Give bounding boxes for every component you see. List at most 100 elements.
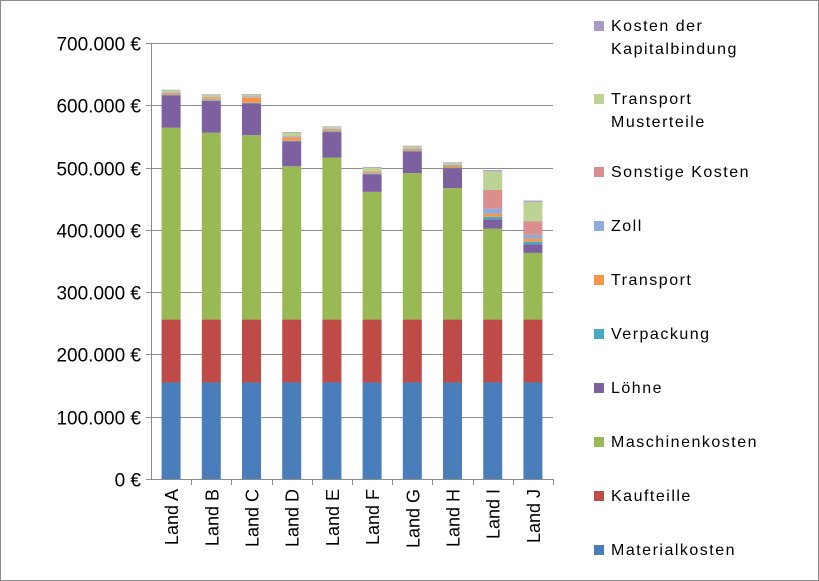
bar-segment [322, 126, 342, 128]
bar-segment [242, 97, 261, 103]
bar-segment [161, 127, 181, 320]
bar-segment [443, 162, 462, 165]
bar-segment [362, 382, 382, 479]
bar-segment [443, 168, 462, 189]
bar-segment [523, 252, 543, 320]
bar-segment [161, 94, 181, 96]
x-tick-label: Land J [524, 489, 544, 543]
legend-label: Transport [611, 91, 692, 108]
bar-segment [282, 137, 302, 138]
bar-segment [201, 382, 221, 479]
bar-segment [242, 94, 261, 95]
y-tick-label: 600.000 € [56, 97, 141, 118]
bar-segment [523, 234, 543, 239]
y-tick-label: 0 € [115, 471, 142, 492]
bar-segment [402, 149, 422, 151]
legend-swatch [594, 437, 604, 447]
bar-segment [402, 148, 422, 150]
bar-segment [483, 189, 503, 209]
bar-segment [402, 150, 422, 152]
bar-segment [402, 145, 422, 147]
bar-segment [242, 135, 261, 320]
x-tick-label: Land I [484, 489, 504, 539]
bar-segment [523, 200, 543, 202]
y-tick-label: 400.000 € [56, 222, 141, 243]
bar-segment [282, 141, 302, 167]
y-tick-label: 700.000 € [56, 35, 141, 56]
x-tick-label: Land E [323, 489, 343, 546]
bar-segment [523, 382, 543, 479]
bar-segment [282, 132, 302, 133]
legend-label: Sonstige Kosten [611, 164, 750, 181]
legend-label: Kaufteille [611, 488, 692, 505]
bar-segment [201, 132, 221, 320]
bar-segment [362, 172, 382, 174]
bar-segment [161, 95, 181, 128]
bar-segment [483, 228, 503, 320]
bar-segment [161, 89, 181, 91]
bar-segment [443, 162, 462, 163]
bar-segment [443, 166, 462, 168]
legend-label: Kosten der [611, 18, 703, 35]
bar-segment [362, 319, 382, 383]
bar-segment [282, 136, 302, 138]
bar-segment [282, 319, 302, 383]
x-tick-label: Land A [162, 489, 182, 545]
bar-segment [402, 173, 422, 320]
bar-segment [242, 96, 261, 98]
bar-segment [322, 319, 342, 383]
bar-segment [242, 97, 261, 98]
bar-segment [523, 201, 543, 222]
legend-label: Transport [611, 272, 692, 289]
x-tick-label: Land B [202, 489, 222, 546]
bar-segment [282, 132, 302, 137]
bar-segment [443, 164, 462, 166]
bar-segment [483, 216, 503, 220]
axes: 0 € 100.000 € 200.000 € 300.000 € 400.000 € 5… [56, 35, 554, 548]
bar-segment [322, 128, 342, 130]
bar-segment [483, 382, 503, 479]
bar-segment [483, 208, 503, 214]
legend-swatch [594, 383, 604, 393]
bar-segment [322, 127, 342, 129]
bar-segment [483, 213, 503, 217]
bar-segment [161, 92, 181, 93]
legend-swatch [594, 329, 604, 339]
x-tick-label: Land F [363, 489, 383, 545]
bar-segment [242, 102, 261, 104]
legend-label: Löhne [611, 380, 663, 397]
bar-segment [443, 167, 462, 169]
bar-segment [201, 98, 221, 101]
bar-segment [161, 382, 181, 479]
bar-segment [523, 238, 543, 242]
bar-segment [362, 166, 382, 168]
bar-segment [282, 137, 302, 141]
y-tick-label: 100.000 € [56, 409, 141, 430]
legend-label: Maschinenkosten [611, 434, 758, 451]
bar-segment [483, 171, 503, 190]
bar-segment [362, 174, 382, 192]
legend-swatch [594, 94, 604, 104]
bar-segment [242, 319, 261, 383]
bar-segment [443, 319, 462, 383]
bar-segment [161, 92, 181, 94]
bar-segment [161, 319, 181, 383]
bar-segment [242, 103, 261, 136]
bar-segment [322, 129, 342, 131]
bar-segment [523, 241, 543, 245]
y-tick-label: 300.000 € [56, 284, 141, 305]
legend-label: Kapitalbindung [611, 41, 738, 58]
bar-segment [322, 130, 342, 132]
legend-swatch [594, 21, 604, 31]
bar-segment [201, 97, 221, 99]
bar-segment [322, 157, 342, 320]
bar-segment [483, 319, 503, 383]
bar-segment [161, 93, 181, 95]
legend: Kosten der Kapitalbindung Transport Mustert… [594, 18, 758, 559]
legend-label: Verpackung [611, 326, 711, 343]
bar-segment [402, 151, 422, 174]
bar-segment [523, 319, 543, 383]
bar-segment [402, 148, 422, 149]
